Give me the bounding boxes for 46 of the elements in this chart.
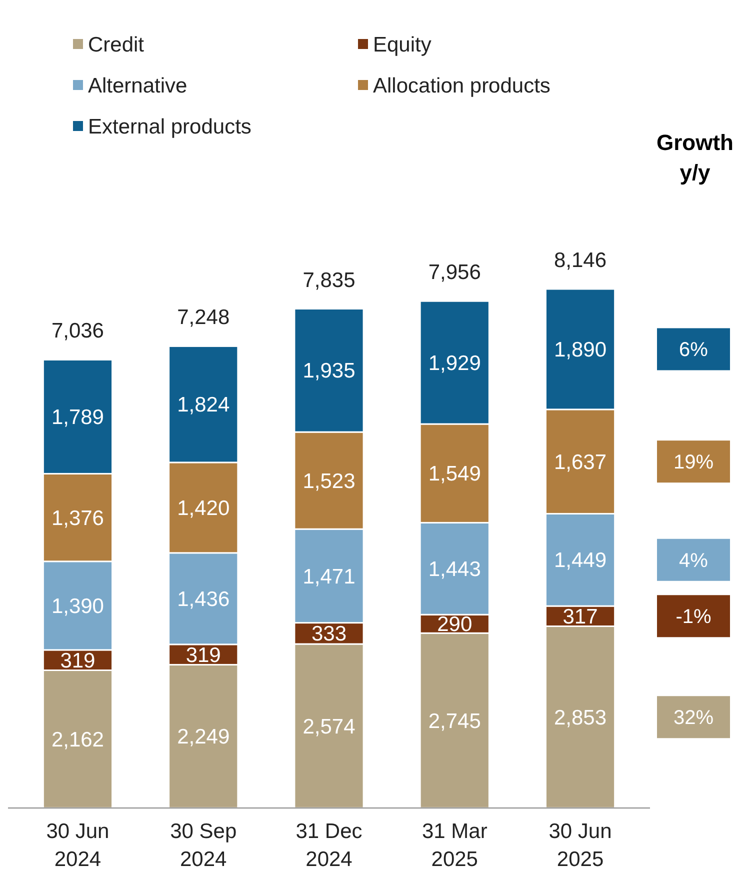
data-label: 333 — [311, 622, 347, 646]
data-label: 1,890 — [554, 338, 607, 362]
total-label: 7,036 — [51, 320, 104, 343]
data-label: 2,249 — [177, 726, 230, 749]
data-label: 1,443 — [428, 558, 481, 582]
x-tick-label: 30 Jun 2025 — [548, 820, 612, 871]
data-label: 1,789 — [51, 406, 104, 430]
data-label: 1,523 — [302, 470, 356, 493]
text: 4% — [679, 550, 708, 572]
legend-label: Equity — [373, 33, 432, 56]
x-tick-label: 31 Mar 2025 — [422, 820, 488, 871]
legend-label: Credit — [88, 33, 144, 56]
data-label: 290 — [437, 613, 472, 636]
total-label: 7,956 — [428, 261, 481, 284]
data-label: 2,745 — [428, 710, 481, 733]
text: 6% — [679, 339, 708, 362]
text: 19% — [673, 452, 714, 474]
data-label: 1,436 — [177, 588, 230, 611]
data-label: 1,935 — [302, 360, 356, 383]
total-label: 7,248 — [177, 306, 230, 330]
text: Growth y/y — [656, 130, 734, 185]
data-label: 319 — [186, 644, 221, 667]
data-label: 1,390 — [51, 595, 104, 618]
data-label: 317 — [562, 605, 598, 628]
legend-label: Alternative — [88, 74, 188, 98]
data-label: 2,162 — [51, 728, 104, 752]
legend-label: External products — [88, 115, 252, 138]
data-label: 1,471 — [302, 565, 356, 588]
data-label: 1,549 — [428, 462, 481, 486]
x-tick-label: 31 Dec 2024 — [296, 820, 362, 871]
x-tick-label: 30 Jun 2024 — [46, 820, 110, 871]
data-label: 2,574 — [302, 715, 356, 738]
x-tick-label: 30 Sep 2024 — [170, 820, 237, 871]
data-label: 1,420 — [177, 497, 230, 520]
total-label: 7,835 — [302, 268, 356, 292]
data-label: 1,824 — [177, 394, 230, 417]
data-label: 319 — [60, 649, 96, 672]
data-label: 1,929 — [428, 352, 481, 375]
text: 32% — [673, 707, 714, 730]
data-label: 1,449 — [554, 549, 607, 572]
data-label: 1,376 — [51, 506, 104, 530]
text: -1% — [676, 606, 712, 628]
total-label: 8,146 — [554, 249, 607, 272]
legend-label: Allocation products — [373, 74, 550, 98]
data-label: 2,853 — [554, 706, 607, 730]
data-label: 1,637 — [554, 450, 607, 474]
